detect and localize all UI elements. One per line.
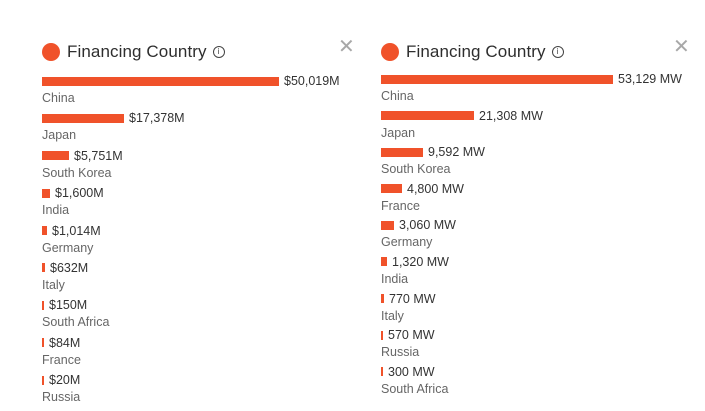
bar-category-label: South Korea (42, 165, 112, 180)
bar-value-label: 53,129 MW (618, 72, 682, 86)
bar-category-label: Germany (42, 240, 94, 255)
bar (381, 184, 402, 194)
bar (381, 330, 383, 340)
bar-value-label: 1,320 MW (392, 254, 449, 269)
bar-value-label: $1,014M (52, 223, 101, 238)
bar-category-label: Japan (381, 125, 416, 140)
bar-item[interactable]: $84M France (42, 336, 340, 373)
bar-category-label: India (381, 271, 409, 286)
bar (42, 188, 50, 198)
bar (42, 151, 69, 161)
bar-category-label: South Africa (42, 315, 110, 330)
bar-category-label: South Africa (381, 381, 449, 396)
bar (381, 220, 394, 230)
bar-value-label: $150M (49, 298, 88, 313)
bar-item[interactable]: $50,019M China (42, 74, 340, 111)
bar-value-label: $1,600M (55, 186, 104, 201)
bar (42, 113, 124, 123)
panel-header: Financing Country i (381, 42, 564, 62)
bar-item[interactable]: 4,800 MW France (381, 182, 682, 219)
bar-value-label: 21,308 MW (479, 108, 543, 123)
bar-item[interactable]: $150M South Africa (42, 298, 340, 335)
close-icon[interactable]: ✕ (673, 34, 690, 58)
bar-list: 53,129 MW China 21,308 MW Japan 9,592 MW Sout… (381, 72, 682, 401)
bar-category-label: France (381, 198, 420, 213)
bar-category-label: South Korea (381, 162, 451, 177)
bar-category-label: China (381, 89, 414, 103)
bar-category-label: Russia (381, 345, 420, 360)
bar (42, 338, 44, 348)
bar-category-label: India (42, 203, 70, 218)
bar-item[interactable]: 21,308 MW Japan (381, 109, 682, 146)
bar-item[interactable]: $1,014M Germany (42, 224, 340, 261)
bar-value-label: $20M (49, 373, 81, 388)
bar-value-label: $632M (50, 260, 89, 275)
bar (381, 147, 423, 157)
panel-title: Financing Country (67, 42, 207, 61)
bar-value-label: 300 MW (388, 364, 435, 379)
panel-header: Financing Country i (42, 42, 225, 62)
bar-category-label: France (42, 352, 81, 367)
bar (42, 263, 45, 273)
bar-item[interactable]: $17,378M Japan (42, 111, 340, 148)
info-icon[interactable]: i (212, 46, 225, 58)
close-icon[interactable]: ✕ (338, 34, 355, 58)
bar-value-label: 4,800 MW (407, 181, 464, 196)
bar (381, 294, 384, 304)
bar-item[interactable]: 3,060 MW Germany (381, 218, 682, 255)
bar-value-label: 3,060 MW (399, 218, 456, 233)
bar-value-label: $84M (49, 335, 81, 350)
panel-title: Financing Country (406, 42, 546, 61)
bar-item[interactable]: 9,592 MW South Korea (381, 145, 682, 182)
financing-country-panel-usd: Financing Country i ✕ $50,019M China $17,3… (42, 34, 355, 405)
bar-category-label: Germany (381, 235, 433, 250)
bar-category-label: Italy (381, 308, 404, 323)
bar-item[interactable]: 570 MW Russia (381, 328, 682, 365)
bar-category-label: Italy (42, 277, 65, 292)
bar-item[interactable]: 770 MW Italy (381, 292, 682, 329)
bar (42, 375, 44, 385)
bar (42, 226, 47, 236)
bar-value-label: $17,378M (129, 111, 185, 126)
bar-category-label: Russia (42, 390, 81, 405)
bar-item[interactable]: 1,320 MW India (381, 255, 682, 292)
bar-list: $50,019M China $17,378M Japan $5,751M South K… (42, 74, 340, 411)
info-icon[interactable]: i (551, 46, 564, 58)
bar-item[interactable]: 53,129 MW China (381, 72, 682, 109)
bar-value-label: $50,019M (284, 74, 340, 88)
bar-category-label: Japan (42, 128, 77, 143)
bar (381, 367, 383, 377)
legend-dot-icon (42, 43, 60, 61)
bar-value-label: $5,751M (74, 148, 123, 163)
bar-item[interactable]: $1,600M India (42, 186, 340, 223)
bar (42, 300, 44, 310)
bar-value-label: 570 MW (388, 328, 435, 343)
financing-country-panel-mw: Financing Country i ✕ 53,129 MW China 21,3… (370, 0, 705, 405)
bar (381, 257, 387, 267)
bar-category-label: China (42, 91, 75, 105)
legend-dot-icon (381, 43, 399, 61)
bar-value-label: 770 MW (389, 291, 436, 306)
bar (381, 111, 474, 121)
bar-item[interactable]: 300 MW South Africa (381, 365, 682, 402)
bar (381, 74, 613, 84)
bar-item[interactable]: $20M Russia (42, 373, 340, 410)
bar-value-label: 9,592 MW (428, 145, 485, 160)
bar (42, 76, 279, 86)
bar-item[interactable]: $5,751M South Korea (42, 149, 340, 186)
bar-item[interactable]: $632M Italy (42, 261, 340, 298)
